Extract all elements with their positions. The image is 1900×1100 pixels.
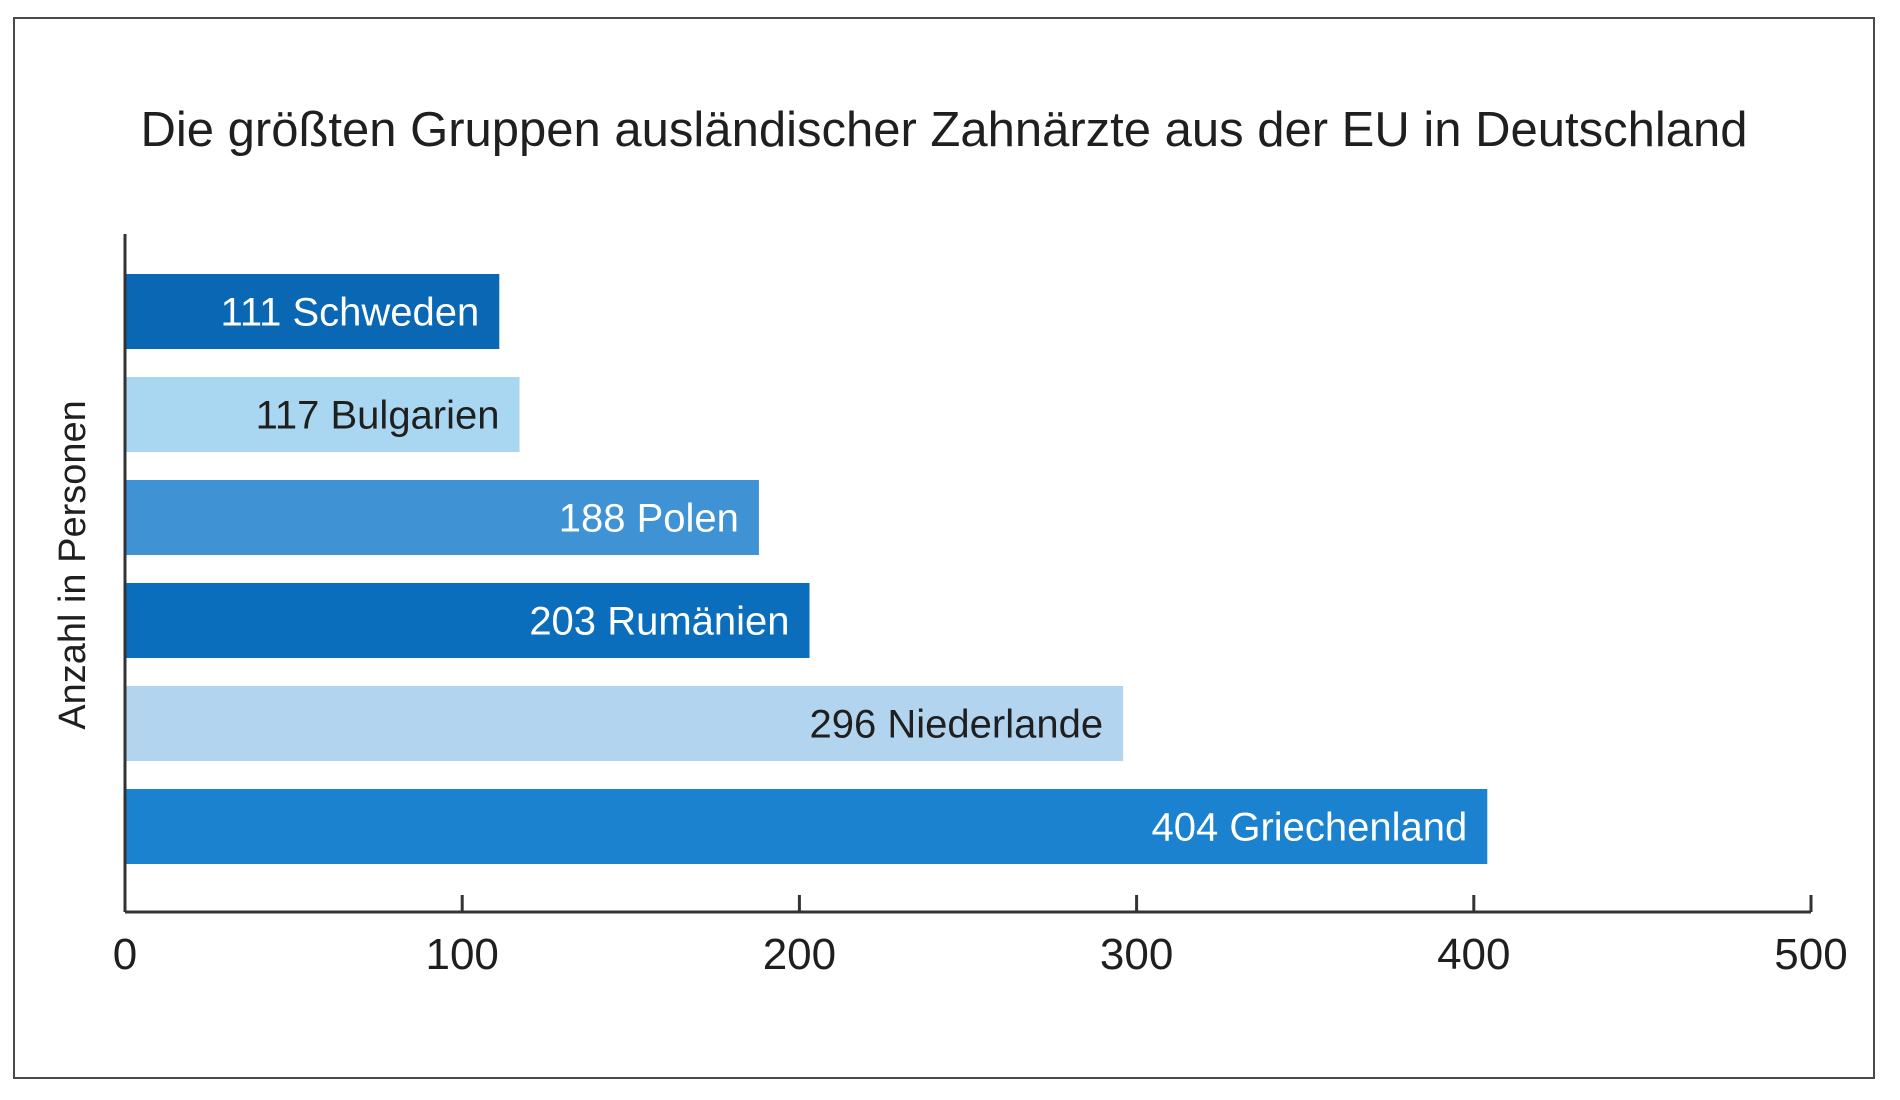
x-tick-label: 300 — [1100, 930, 1173, 979]
bar-category-label: Schweden — [292, 291, 479, 335]
bar-group: 111 Schweden — [125, 274, 500, 349]
bar-value-label: 111 — [221, 291, 282, 335]
bar-category-label: Niederlande — [887, 703, 1103, 747]
bar-label: 404 Griechenland — [1151, 806, 1467, 850]
bar — [125, 480, 759, 555]
axes-layer: 0 100 200 300 400 500 — [113, 234, 1848, 979]
bar-category-label: Rumänien — [607, 600, 789, 644]
bar-group: 188 Polen — [125, 480, 759, 555]
bar-group: 404 Griechenland — [125, 789, 1488, 864]
bar-value-label: 296 — [810, 703, 877, 747]
bar — [125, 377, 520, 452]
bar-label: 203 Rumänien — [529, 600, 789, 644]
bars-layer: 111 Schweden 117 Bulgarien 188 Polen 203 Ru… — [125, 274, 1488, 864]
x-tick-label: 500 — [1774, 930, 1847, 979]
x-tick-label: 200 — [763, 930, 836, 979]
bar-category-label: Polen — [637, 497, 739, 541]
bar-label: 117 Bulgarien — [256, 394, 500, 438]
chart-title: Die größten Gruppen ausländischer Zahnär… — [141, 103, 1748, 157]
bar — [125, 583, 810, 658]
bar-value-label: 188 — [559, 497, 626, 541]
y-axis-label: Anzahl in Personen — [52, 400, 94, 730]
bar-category-label: Bulgarien — [331, 394, 500, 438]
bar-label: 188 Polen — [559, 497, 739, 541]
bar — [125, 789, 1488, 864]
bar-label-spacer — [596, 600, 607, 644]
bar-group: 203 Rumänien — [125, 583, 810, 658]
bar-label-spacer — [1218, 806, 1229, 850]
bar-value-label: 404 — [1151, 806, 1218, 850]
bar — [125, 686, 1124, 761]
x-tick-label: 0 — [113, 930, 137, 979]
bar-value-label: 117 — [256, 394, 320, 438]
bar-value-label: 203 — [529, 600, 596, 644]
bar-category-label: Griechenland — [1229, 806, 1467, 850]
chart-frame: Die größten Gruppen ausländischer Zahnär… — [13, 17, 1875, 1079]
bar — [125, 274, 500, 349]
bar-label-spacer — [625, 497, 636, 541]
bar-group: 296 Niederlande — [125, 686, 1124, 761]
bar-label-spacer — [319, 394, 330, 438]
bar-label-spacer — [281, 291, 292, 335]
bar-label: 296 Niederlande — [810, 703, 1104, 747]
bar-group: 117 Bulgarien — [125, 377, 520, 452]
x-tick-label: 400 — [1437, 930, 1510, 979]
bar-chart: Die größten Gruppen ausländischer Zahnär… — [52, 103, 1848, 979]
x-tick-label: 100 — [425, 930, 498, 979]
bar-label-spacer — [876, 703, 887, 747]
bar-label: 111 Schweden — [221, 291, 480, 335]
